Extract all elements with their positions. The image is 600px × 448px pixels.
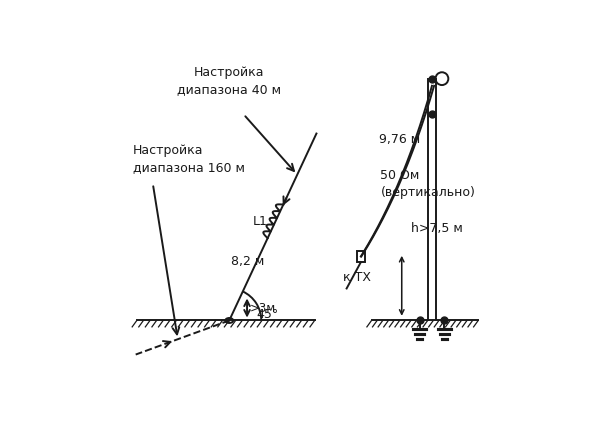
Text: >3м: >3м xyxy=(250,302,276,315)
Text: 45°: 45° xyxy=(256,308,279,321)
Text: Настройка
диапазона 40 м: Настройка диапазона 40 м xyxy=(177,66,281,96)
Text: 8,2 м: 8,2 м xyxy=(230,254,264,267)
Text: h>7,5 м: h>7,5 м xyxy=(410,222,463,235)
Text: L1: L1 xyxy=(253,215,267,228)
Bar xyxy=(357,251,365,262)
Text: 50 Ом
(вертикально): 50 Ом (вертикально) xyxy=(380,169,475,199)
Text: к ТХ: к ТХ xyxy=(343,271,371,284)
Text: Настройка
диапазона 160 м: Настройка диапазона 160 м xyxy=(133,144,245,174)
Text: 9,76 м: 9,76 м xyxy=(379,133,420,146)
